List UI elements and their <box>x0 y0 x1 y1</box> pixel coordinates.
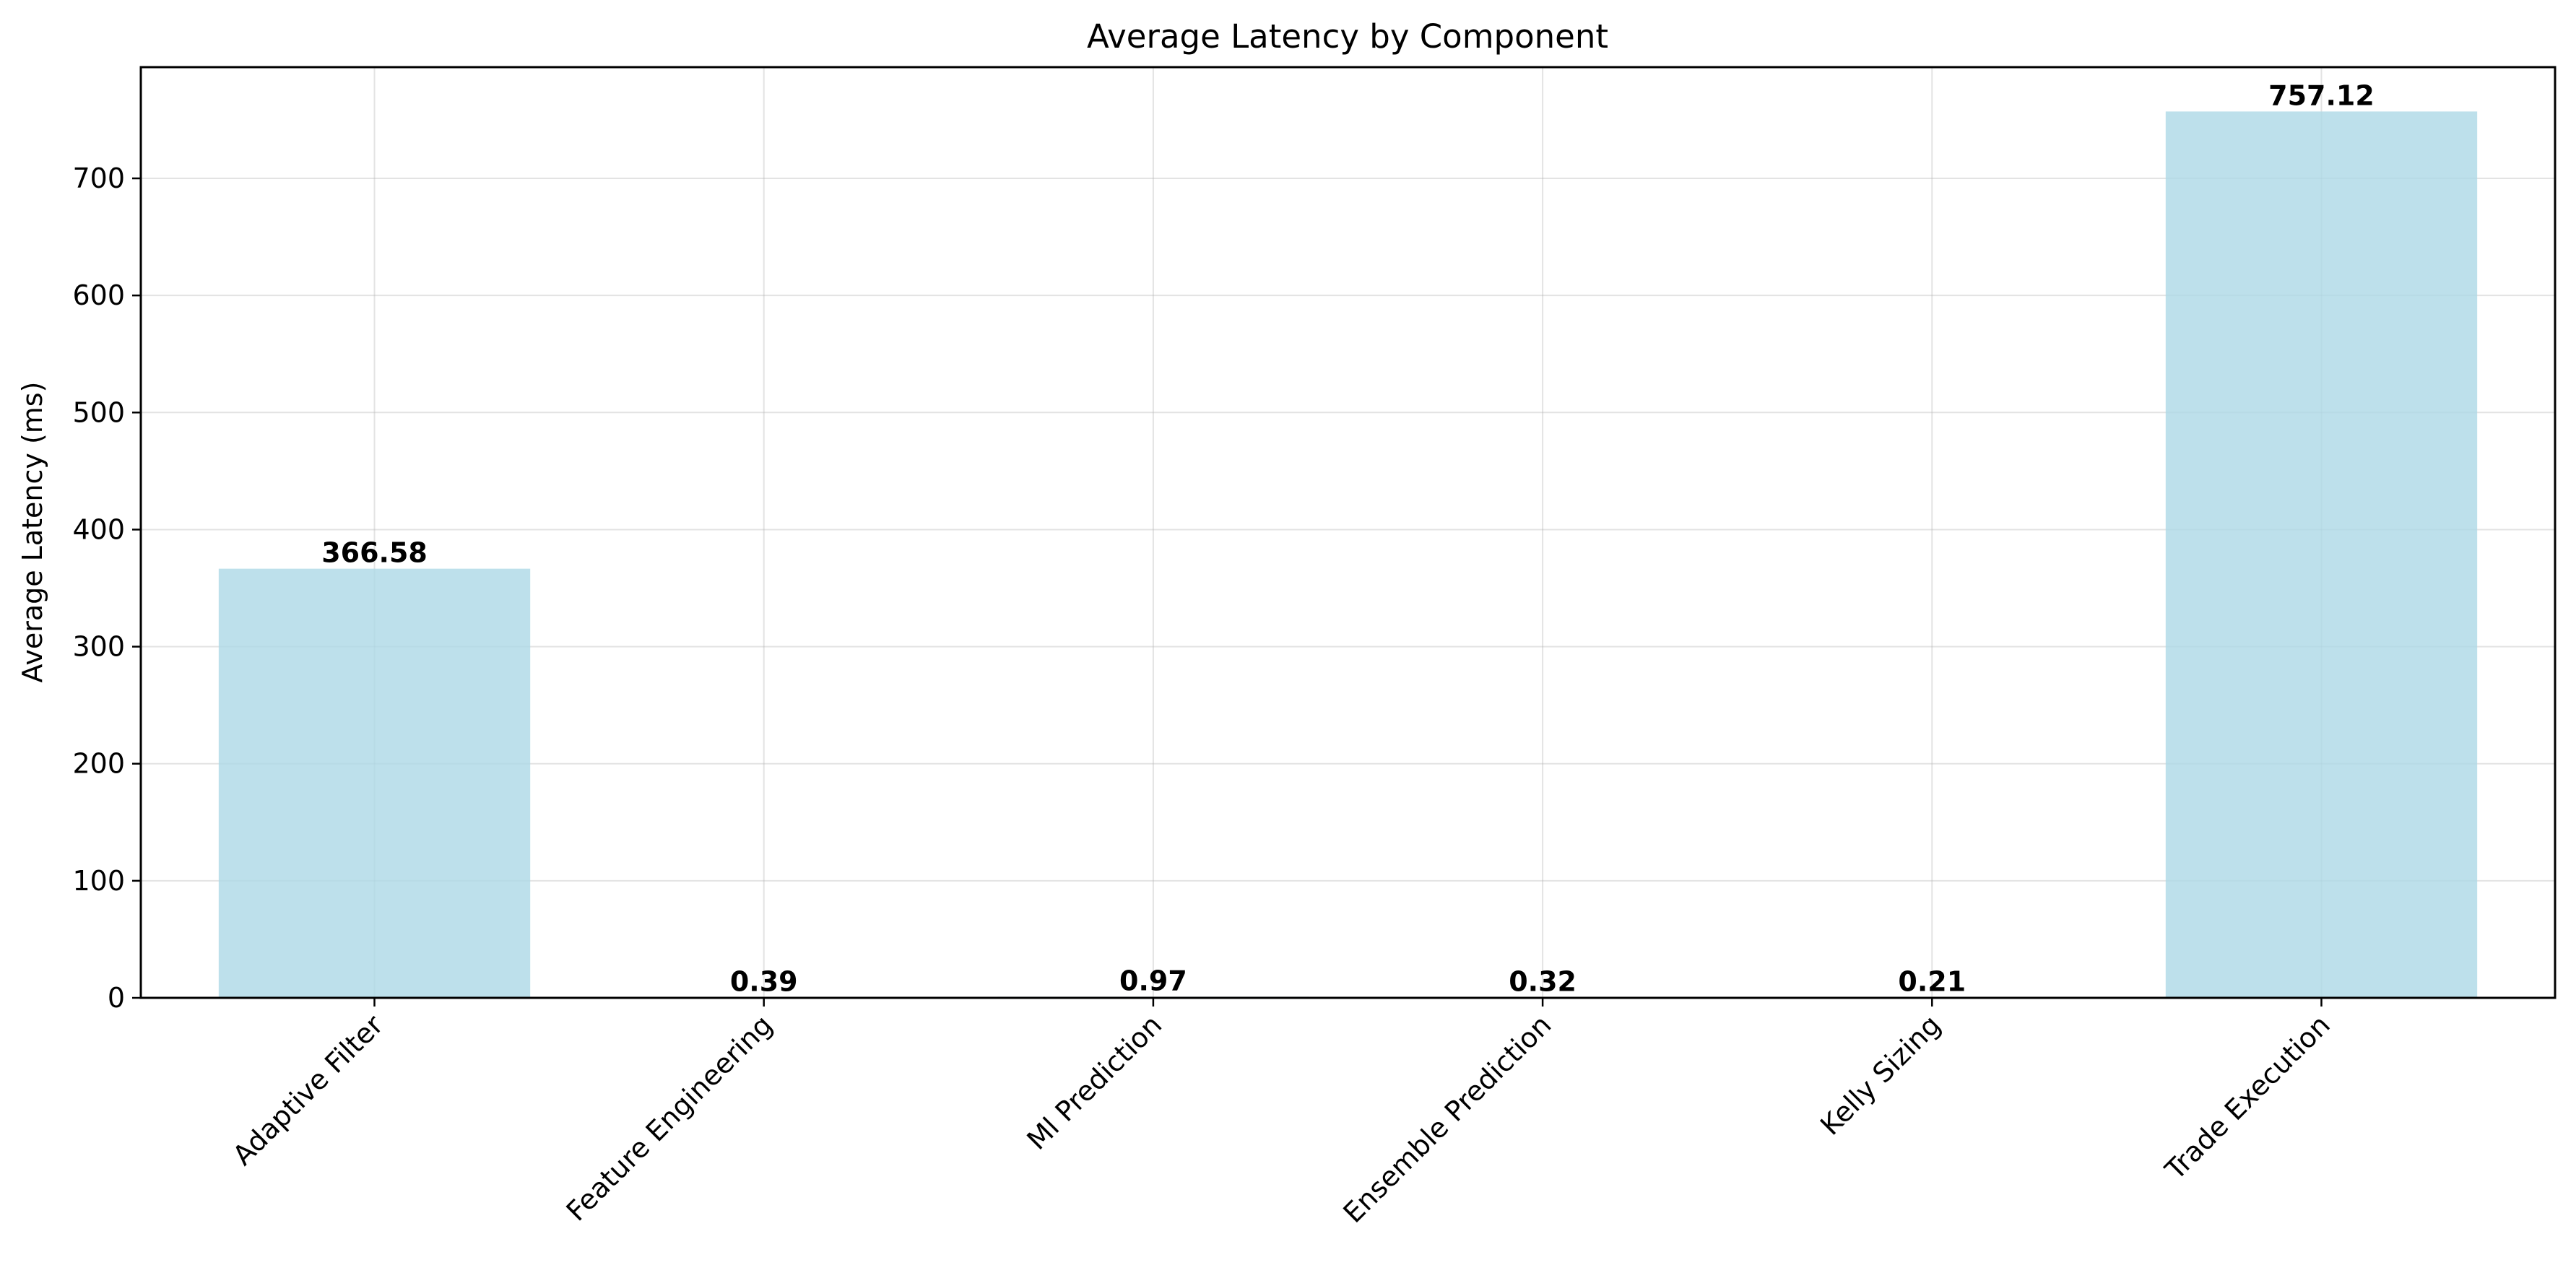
y-axis-label: Average Latency (ms) <box>17 382 48 683</box>
y-tick-label: 100 <box>72 865 125 897</box>
y-tick-label: 600 <box>72 279 125 311</box>
data-labels: 366.58 0.39 0.97 0.32 0.21 757.12 <box>321 79 2375 997</box>
y-tick-label: 700 <box>72 162 125 194</box>
bars <box>218 111 2478 999</box>
y-axis-ticks: 0 100 200 300 400 500 600 700 <box>72 162 141 1014</box>
y-tick-label: 400 <box>72 513 125 545</box>
grid-lines <box>141 67 2555 999</box>
bar <box>218 568 531 998</box>
bar-value-label: 0.97 <box>1119 965 1187 996</box>
y-tick-label: 500 <box>72 396 125 428</box>
bar-value-label: 0.39 <box>730 965 798 997</box>
y-tick-label: 0 <box>108 982 125 1014</box>
bar-value-label: 0.21 <box>1898 966 1966 998</box>
plot-frame <box>139 66 2557 999</box>
bar-value-label: 366.58 <box>321 537 428 569</box>
y-tick-label: 200 <box>72 748 125 780</box>
bar-value-label: 757.12 <box>2268 79 2375 111</box>
bar <box>2165 111 2478 999</box>
bar-value-label: 0.32 <box>1509 965 1577 997</box>
y-tick-label: 300 <box>72 631 125 663</box>
chart-title: Average Latency by Component <box>1087 17 1608 56</box>
